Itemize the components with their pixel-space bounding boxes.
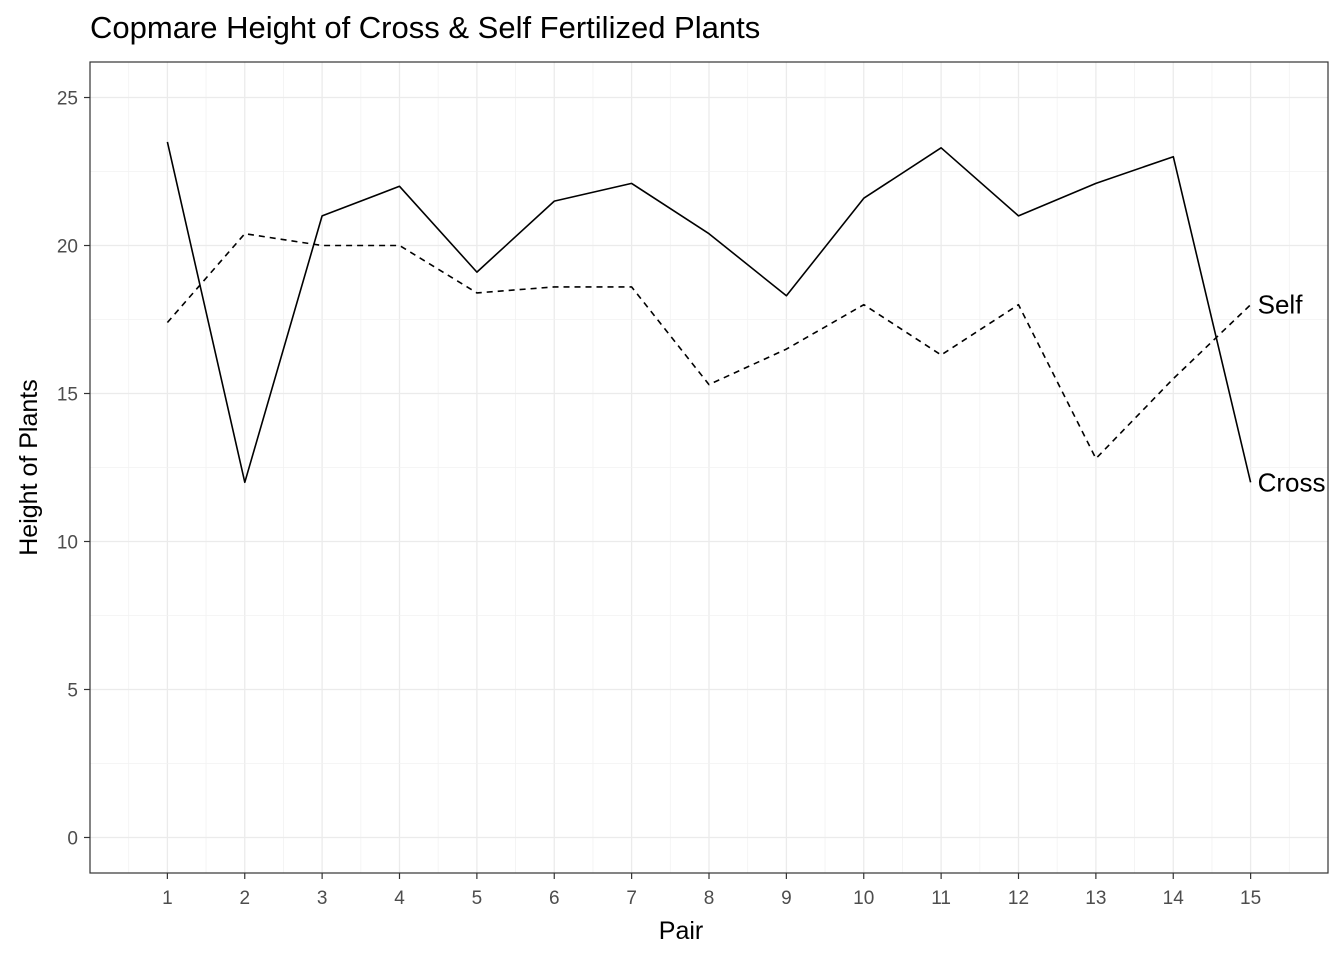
series-labels: Cross Self — [1258, 290, 1326, 498]
x-tick-label: 7 — [626, 888, 637, 909]
series-line-self — [166, 232, 1252, 460]
y-tick-label: 5 — [67, 680, 78, 701]
x-tick-label: 10 — [853, 888, 874, 909]
x-tick-label: 12 — [1008, 888, 1029, 909]
x-axis-title: Pair — [659, 917, 703, 945]
y-tick-label: 10 — [57, 532, 78, 553]
x-tick-label: 14 — [1163, 888, 1185, 909]
y-tick-label: 0 — [67, 828, 78, 849]
x-tick-label: 3 — [317, 888, 328, 909]
series-lines — [166, 141, 1252, 484]
x-tick-label: 9 — [781, 888, 792, 909]
series-label-cross: Cross — [1258, 467, 1326, 497]
chart-title: Copmare Height of Cross & Self Fertilize… — [90, 10, 761, 45]
grid-lines — [90, 62, 1328, 873]
x-tick-label: 1 — [162, 888, 173, 909]
y-axis-title: Height of Plants — [15, 379, 43, 556]
x-tick-label: 11 — [931, 888, 951, 909]
x-tick-label: 6 — [549, 888, 560, 909]
y-tick-label: 15 — [57, 385, 78, 406]
series-label-self: Self — [1258, 290, 1304, 320]
axis-ticks — [84, 96, 1252, 879]
x-tick-label: 4 — [394, 888, 405, 909]
x-tick-label: 8 — [704, 888, 715, 909]
y-tick-label: 20 — [57, 237, 78, 258]
x-tick-label: 5 — [472, 888, 483, 909]
x-tick-label: 13 — [1085, 888, 1106, 909]
x-tick-label: 15 — [1240, 888, 1261, 909]
y-tick-label: 25 — [57, 89, 78, 110]
series-line-cross — [166, 141, 1252, 484]
x-tick-label: 2 — [239, 888, 250, 909]
